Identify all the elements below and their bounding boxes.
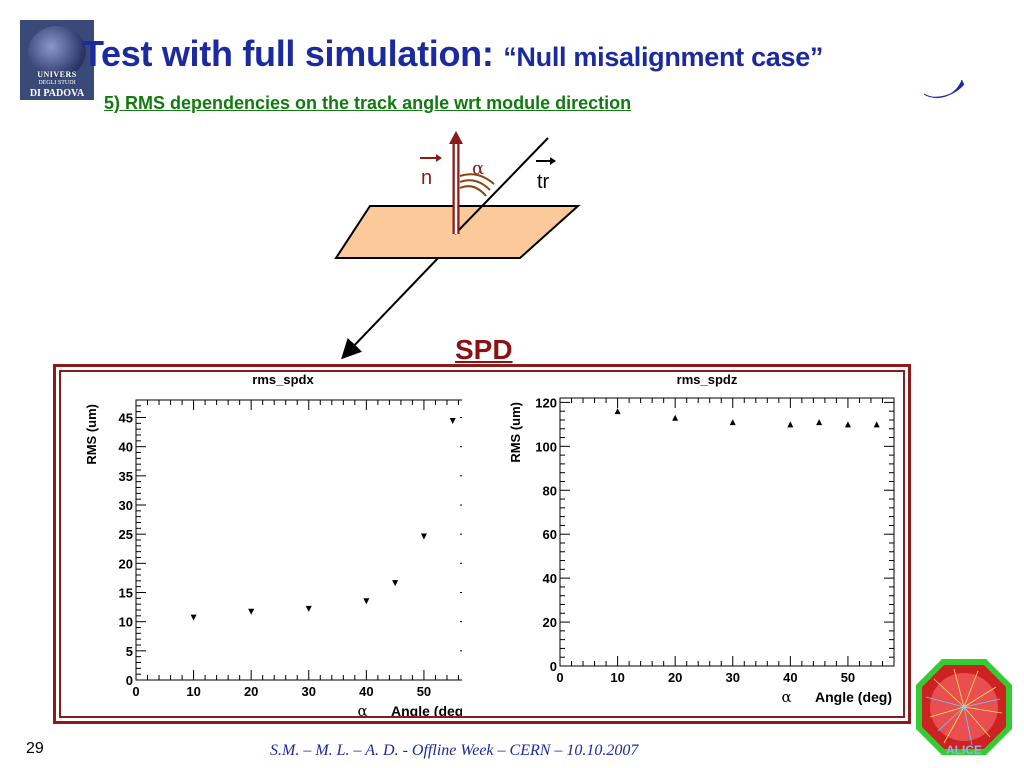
chart-title: rms_spdz [677, 372, 738, 387]
y-tick-label: 15 [119, 586, 133, 601]
data-point [420, 533, 427, 540]
y-tick-label: 45 [119, 411, 133, 426]
y-tick-label: 5 [126, 644, 133, 659]
y-tick-label: 120 [535, 395, 557, 410]
x-tick-label: 50 [417, 684, 431, 699]
track-line-upper [454, 137, 549, 235]
x-tick-label: 50 [841, 670, 855, 685]
x-tick-label: 0 [556, 670, 563, 685]
angle-arc [459, 173, 495, 185]
data-point [844, 421, 851, 428]
x-tick-label: 10 [610, 670, 624, 685]
slide-subtitle: 5) RMS dependencies on the track angle w… [104, 93, 632, 113]
track-line-lower [341, 255, 441, 360]
normal-label: n [421, 167, 432, 189]
y-tick-label: 20 [119, 556, 133, 571]
logo-line-2: DEGLI STUDI [38, 80, 76, 86]
y-tick-label: 40 [119, 440, 133, 455]
track-angle-diagram: n α tr [334, 131, 581, 360]
university-seal-icon [28, 26, 86, 78]
x-tick-label: 20 [244, 684, 258, 699]
y-tick-label: 25 [119, 527, 133, 542]
x-tick-label: 0 [132, 684, 139, 699]
y-tick-label: 60 [543, 527, 557, 542]
x-axis-label: Angle (deg) [391, 703, 462, 716]
x-tick-label: 10 [186, 684, 200, 699]
y-axis-label: RMS (um) [508, 402, 523, 463]
slide-title-quote: “Null misalignment case” [503, 42, 824, 72]
y-tick-label: 35 [119, 469, 133, 484]
y-tick-label: 40 [543, 571, 557, 586]
x-axis-label-symbol: α [357, 702, 367, 716]
y-tick-label: 20 [543, 615, 557, 630]
logo-line-1: UNIVERS [37, 70, 77, 79]
data-point [363, 598, 370, 605]
normal-arrowhead-icon [449, 131, 463, 144]
tr-vector-arrow-icon [550, 157, 556, 165]
x-tick-label: 40 [359, 684, 373, 699]
data-point [248, 608, 255, 615]
data-point [672, 414, 679, 421]
slide-title: Test with full simulation: “Null misalig… [82, 33, 823, 75]
x-tick-label: 30 [302, 684, 316, 699]
data-point [614, 408, 621, 415]
y-tick-label: 100 [535, 439, 557, 454]
data-point [787, 421, 794, 428]
footer-text: S.M. – M. L. – A. D. - Offline Week – CE… [270, 742, 639, 759]
x-axis-label-symbol: α [781, 688, 791, 706]
y-tick-label: 30 [119, 498, 133, 513]
plots-frame-inner [59, 370, 905, 718]
x-tick-label: 20 [668, 670, 682, 685]
logo-line-3: DI PADOVA [29, 88, 85, 99]
data-point [392, 580, 399, 587]
swoosh-decoration-icon [923, 79, 965, 98]
slide-title-main: Test with full simulation: [82, 33, 494, 74]
x-tick-label: 40 [783, 670, 797, 685]
data-point [729, 419, 736, 426]
data-point [449, 418, 456, 424]
x-axis-label: Angle (deg) [815, 689, 892, 705]
plot-area [559, 397, 895, 667]
n-vector-arrow-icon [436, 154, 442, 162]
university-padova-logo: UNIVERS DEGLI STUDI DI PADOVA [20, 20, 94, 100]
x-tick-label: 30 [726, 670, 740, 685]
spd-label: SPD [455, 334, 513, 365]
page-number: 29 [26, 740, 44, 757]
data-point [305, 605, 312, 612]
data-point [873, 421, 880, 428]
alice-logo-text: ALICE [946, 743, 982, 757]
y-tick-label: 0 [550, 659, 557, 674]
track-label: tr [537, 171, 550, 193]
chart-rms-spdx: rms_spdx 0 10 20 30 40 50 0 5 10 15 20 25 30 35 40 45 RMS… [84, 372, 462, 716]
alice-logo-icon: ALICE [916, 659, 1012, 757]
y-tick-label: 80 [543, 483, 557, 498]
y-tick-label: 0 [126, 673, 133, 688]
data-point [190, 614, 197, 621]
chart-title: rms_spdx [252, 372, 314, 387]
plots-frame-outer [53, 364, 911, 724]
y-tick-label: 10 [119, 615, 133, 630]
chart-rms-spdz: rms_spdz 0 10 20 30 40 50 0 20 40 60 80 100 120 RMS (u… [508, 372, 895, 706]
data-point [816, 419, 823, 426]
y-axis-label: RMS (um) [84, 404, 99, 465]
plot-area [135, 399, 462, 681]
angle-label: α [472, 158, 484, 179]
